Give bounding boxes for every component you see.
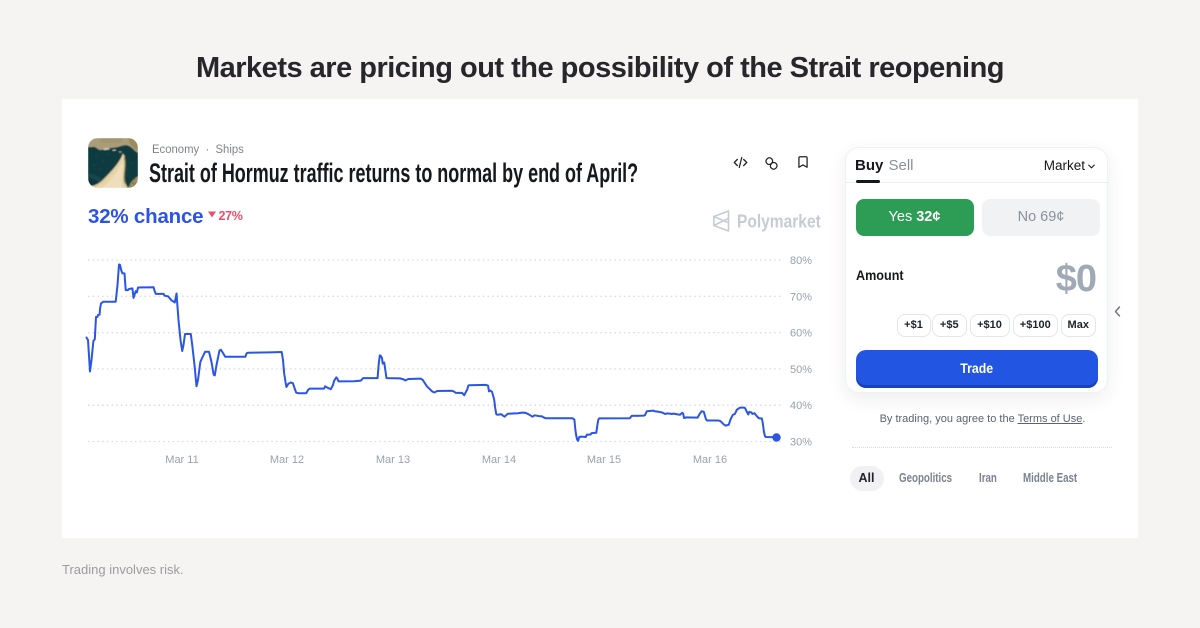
svg-text:80%: 80%: [790, 255, 812, 267]
svg-text:Mar 13: Mar 13: [376, 454, 410, 466]
svg-text:60%: 60%: [790, 328, 812, 340]
svg-text:Mar 16: Mar 16: [693, 454, 727, 466]
svg-text:Mar 12: Mar 12: [270, 454, 304, 466]
svg-text:50%: 50%: [790, 364, 812, 376]
svg-text:Polymarket: Polymarket: [737, 211, 821, 232]
svg-text:Mar 15: Mar 15: [587, 454, 621, 466]
svg-text:Mar 14: Mar 14: [482, 454, 516, 466]
svg-text:27%: 27%: [219, 209, 243, 222]
svg-text:Mar 11: Mar 11: [165, 454, 198, 466]
svg-text:30%: 30%: [790, 437, 812, 449]
svg-text:70%: 70%: [790, 291, 812, 303]
svg-text:40%: 40%: [790, 400, 812, 412]
